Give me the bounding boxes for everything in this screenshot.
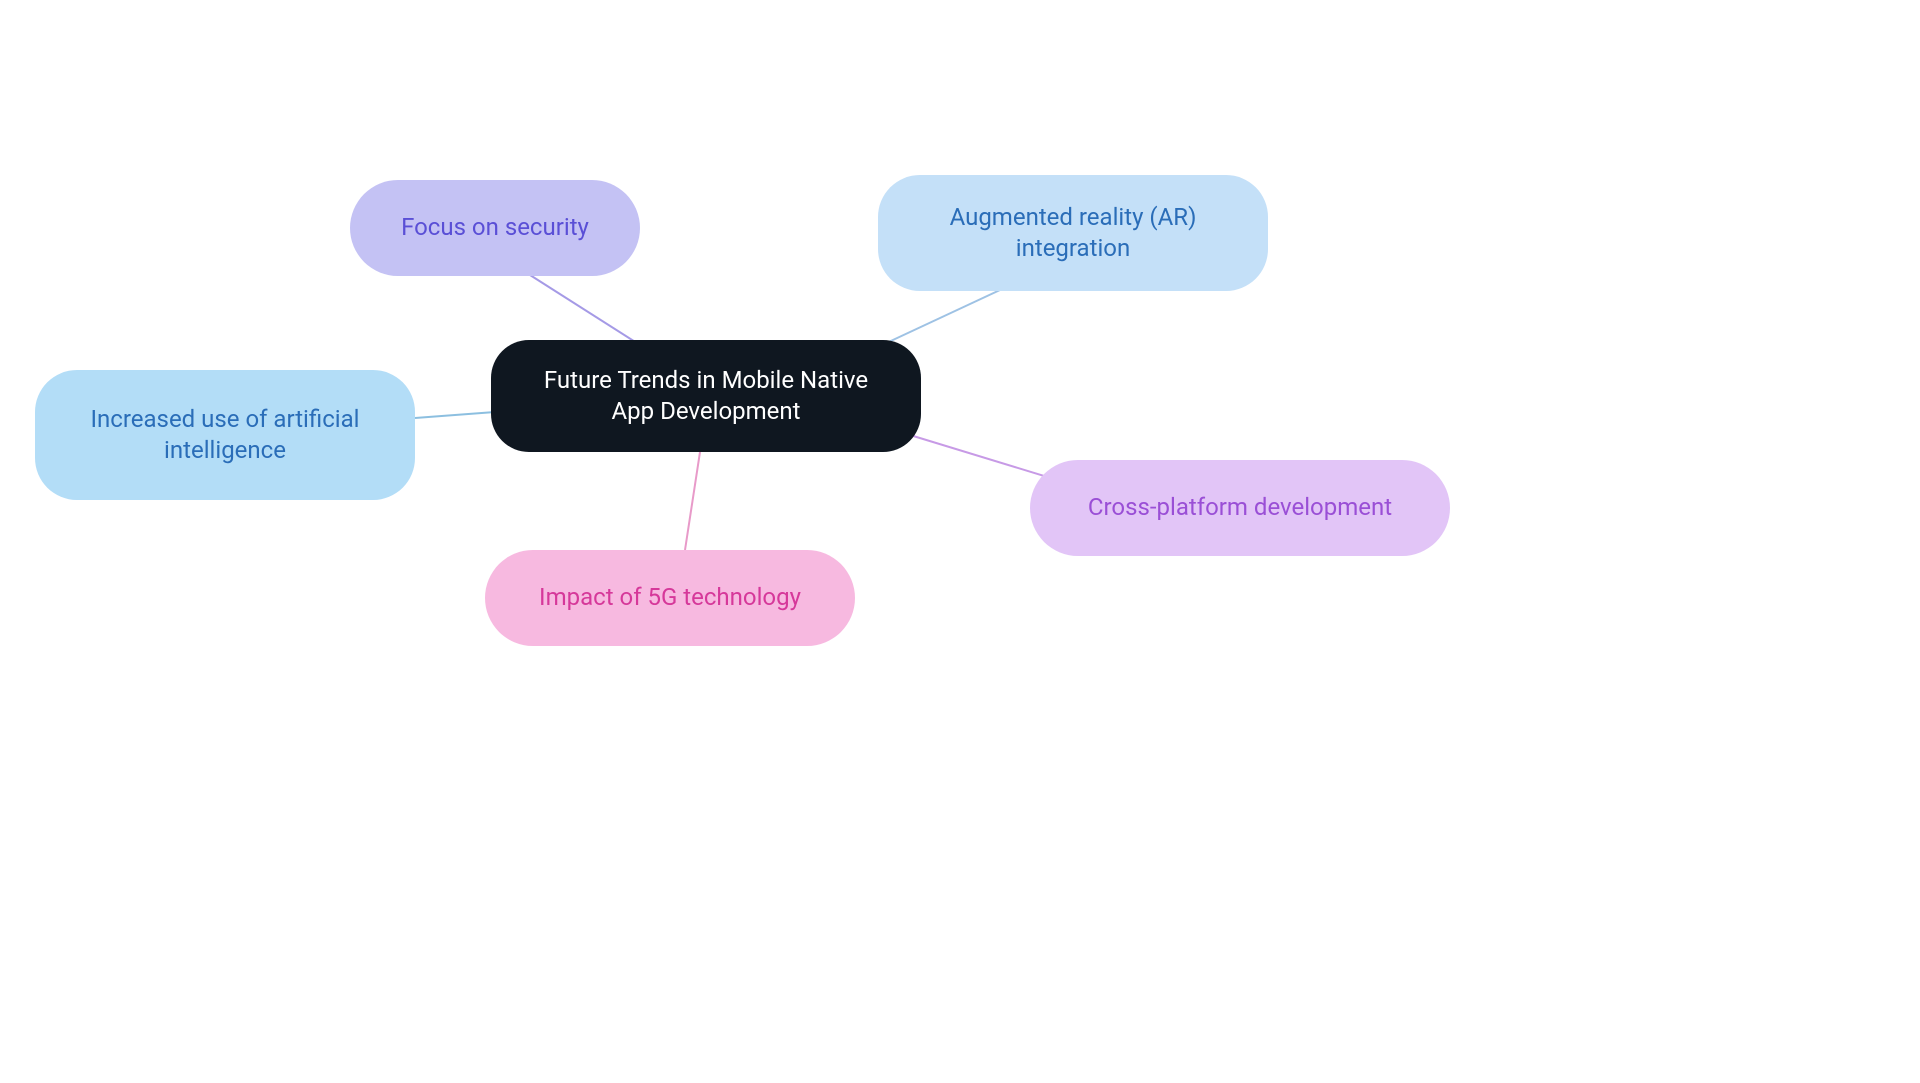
node-ar: Augmented reality (AR) integration: [878, 175, 1268, 291]
center-node-label: Future Trends in Mobile Native App Devel…: [527, 365, 885, 427]
node-ai: Increased use of artificial intelligence: [35, 370, 415, 500]
node-label-ai: Increased use of artificial intelligence: [71, 404, 379, 466]
node-label-5g: Impact of 5G technology: [539, 582, 801, 613]
node-label-ar: Augmented reality (AR) integration: [914, 202, 1232, 264]
node-label-crossplatform: Cross-platform development: [1088, 492, 1392, 523]
edge-5g: [685, 452, 700, 550]
node-label-security: Focus on security: [401, 212, 589, 243]
edge-ai: [415, 412, 495, 418]
center-node: Future Trends in Mobile Native App Devel…: [491, 340, 921, 452]
node-security: Focus on security: [350, 180, 640, 276]
node-5g: Impact of 5G technology: [485, 550, 855, 646]
edge-security: [530, 275, 640, 345]
edges-layer: [0, 0, 1920, 1083]
mindmap-canvas: Future Trends in Mobile Native App Devel…: [0, 0, 1920, 1083]
node-crossplatform: Cross-platform development: [1030, 460, 1450, 556]
